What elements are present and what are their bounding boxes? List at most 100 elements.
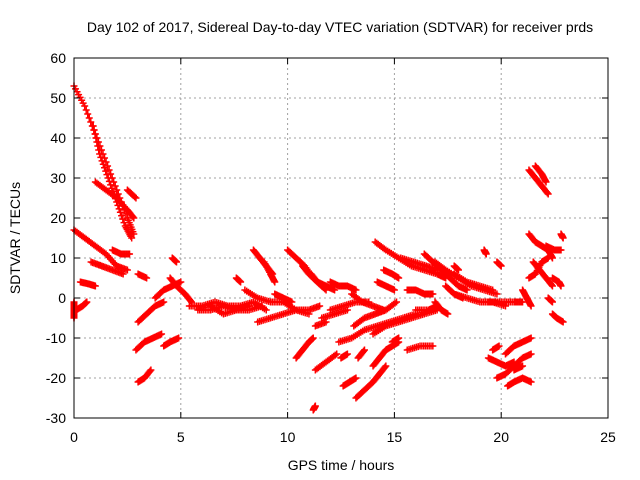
data-point xyxy=(333,350,341,358)
data-point xyxy=(543,189,551,197)
data-point xyxy=(90,126,98,134)
data-point xyxy=(382,362,390,370)
data-point xyxy=(107,181,115,189)
data-point xyxy=(527,350,535,358)
y-tick-label: -20 xyxy=(46,370,66,386)
data-point xyxy=(352,286,360,294)
data-point xyxy=(108,184,116,192)
data-point xyxy=(548,282,556,290)
x-tick-label: 15 xyxy=(387,429,403,445)
data-point xyxy=(527,334,535,342)
data-point xyxy=(519,362,527,370)
data-point xyxy=(91,282,99,290)
y-tick-label: -10 xyxy=(46,330,66,346)
data-point xyxy=(130,214,138,222)
data-point xyxy=(548,298,556,306)
data-point xyxy=(527,302,535,310)
data-point xyxy=(115,205,123,213)
data-point xyxy=(316,302,324,310)
data-point xyxy=(542,178,550,186)
data-point xyxy=(104,174,112,182)
data-point xyxy=(544,254,552,262)
data-point xyxy=(119,215,127,223)
data-point xyxy=(391,299,399,307)
data-point xyxy=(463,286,471,294)
data-point xyxy=(97,153,105,161)
data-point xyxy=(103,171,111,179)
data-point xyxy=(497,262,505,270)
data-point xyxy=(395,274,403,282)
data-point xyxy=(175,334,183,342)
data-point xyxy=(96,150,104,158)
data-point xyxy=(81,102,89,110)
data-point xyxy=(429,342,437,350)
data-point xyxy=(118,212,126,220)
data-point xyxy=(360,346,368,354)
data-point xyxy=(89,122,97,130)
data-point xyxy=(365,298,373,306)
x-tick-label: 10 xyxy=(280,429,296,445)
data-point xyxy=(322,286,330,294)
axis-ticks: 0 5 10 15 20 25 -30 -20 -10 0 10 20 30 40 50 60 xyxy=(46,50,616,445)
data-point xyxy=(91,130,99,138)
data-point xyxy=(245,302,253,310)
data-point xyxy=(105,166,113,174)
data-point xyxy=(99,160,107,168)
data-point xyxy=(95,146,103,154)
data-point xyxy=(557,282,565,290)
x-tick-label: 25 xyxy=(600,429,616,445)
data-point xyxy=(360,347,368,355)
data-point xyxy=(116,208,124,216)
data-point xyxy=(258,302,266,310)
data-point xyxy=(94,142,102,150)
data-point xyxy=(120,219,128,227)
data-point xyxy=(101,164,109,172)
data-point xyxy=(495,342,503,350)
y-tick-label: 30 xyxy=(50,170,66,186)
x-tick-label: 5 xyxy=(177,429,185,445)
y-tick-label: 50 xyxy=(50,90,66,106)
data-point xyxy=(102,167,110,175)
data-point xyxy=(143,274,151,282)
data-point xyxy=(132,194,140,202)
data-point xyxy=(343,350,351,358)
plot-frame xyxy=(73,57,609,419)
data-point xyxy=(311,402,319,410)
data-point xyxy=(147,366,155,374)
x-tick-label: 0 xyxy=(70,429,78,445)
y-tick-label: 60 xyxy=(50,50,66,66)
data-point xyxy=(126,250,134,258)
data-point xyxy=(322,318,330,326)
data-point xyxy=(123,266,131,274)
data-point xyxy=(98,157,106,165)
data-point xyxy=(429,290,437,298)
grid xyxy=(74,58,608,418)
data-point xyxy=(146,367,154,375)
y-tick-label: 10 xyxy=(50,250,66,266)
data-point xyxy=(352,374,360,382)
data-point xyxy=(158,330,166,338)
data-point xyxy=(113,186,121,194)
data-point xyxy=(548,281,556,289)
data-point xyxy=(160,298,168,306)
data-point xyxy=(489,286,497,294)
data-point xyxy=(84,110,92,118)
data-point xyxy=(129,213,137,221)
y-tick-label: 40 xyxy=(50,130,66,146)
data-point xyxy=(237,278,245,286)
data-point xyxy=(271,278,279,286)
data-point xyxy=(262,306,270,314)
y-axis-label: SDTVAR / TECUs xyxy=(7,182,23,294)
data-point xyxy=(493,290,501,298)
y-tick-label: 0 xyxy=(58,290,66,306)
data-point xyxy=(288,298,296,306)
data-point xyxy=(454,266,462,274)
data-point xyxy=(444,310,452,318)
data-point xyxy=(173,258,181,266)
data-point xyxy=(93,138,101,146)
data-point xyxy=(381,363,389,371)
data-point xyxy=(557,246,565,254)
data-point xyxy=(85,114,93,122)
chart-title: Day 102 of 2017, Sidereal Day-to-day VTE… xyxy=(87,19,593,35)
data-point xyxy=(527,378,535,386)
